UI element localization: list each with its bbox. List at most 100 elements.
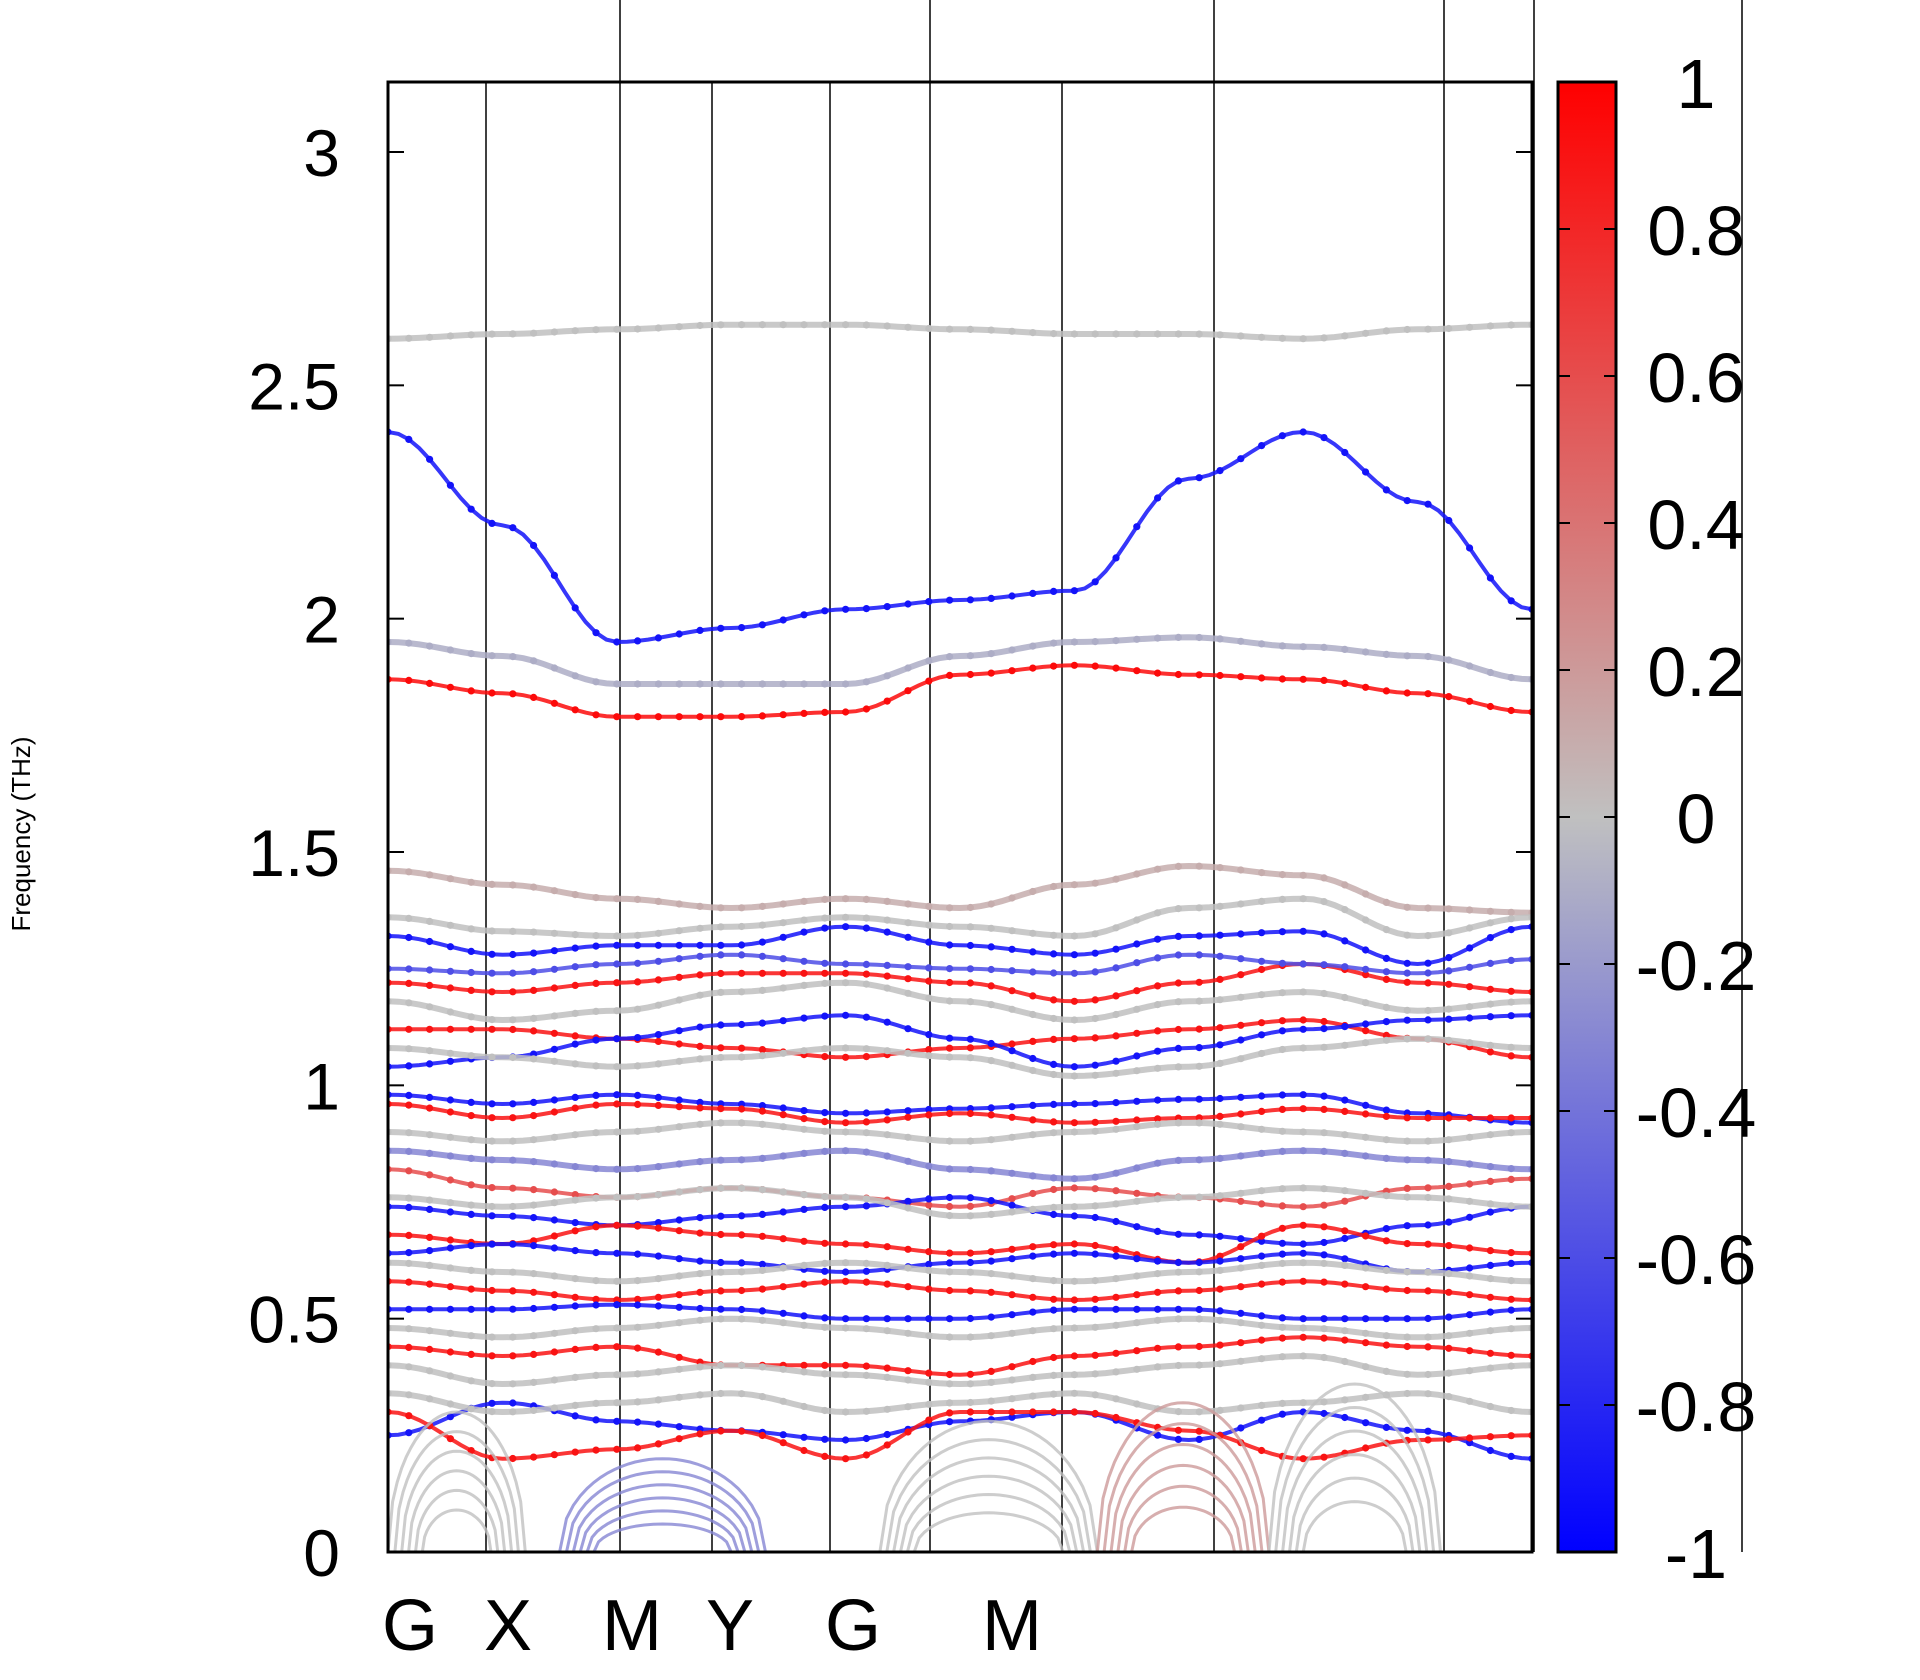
band-point [446, 1283, 454, 1291]
band-point [1237, 1339, 1245, 1347]
band-point [571, 1040, 579, 1048]
band-point [1195, 1044, 1203, 1052]
band-point [1403, 1268, 1411, 1276]
band-point [405, 979, 413, 988]
band-point [1008, 667, 1016, 675]
band-point [1507, 1012, 1515, 1020]
band-point [1174, 1156, 1182, 1164]
band-point [1112, 1125, 1120, 1133]
band-point [1112, 1217, 1120, 1226]
band-point [509, 1053, 517, 1062]
band-point [1320, 1315, 1328, 1323]
band-point [1070, 1296, 1078, 1304]
band-point [1154, 909, 1162, 917]
colorbar-tick-label: 1 [1677, 45, 1716, 123]
band-point [717, 988, 725, 997]
band-point [592, 678, 600, 686]
band-point [1174, 932, 1182, 941]
band-point [1216, 1041, 1224, 1049]
band-point [1050, 1118, 1058, 1126]
band-point [1174, 1119, 1182, 1127]
band-point [634, 1277, 642, 1285]
band-point [1133, 1291, 1141, 1299]
band-point [842, 960, 850, 968]
band-point [654, 1060, 663, 1068]
band-point [1237, 1021, 1245, 1029]
band-point [1237, 1283, 1245, 1291]
band-point [1091, 1241, 1099, 1250]
band-point [779, 1017, 787, 1025]
band-point [1008, 592, 1016, 600]
band-point [405, 676, 413, 685]
band-point [675, 1040, 683, 1048]
band-point [530, 541, 538, 550]
band-point [821, 1314, 829, 1322]
band-point [467, 1405, 475, 1413]
band-point [883, 897, 891, 906]
band-point [654, 680, 663, 688]
band-point [1362, 1133, 1370, 1141]
band-point [966, 903, 975, 912]
band-point [1299, 1105, 1307, 1113]
band-point [1237, 930, 1245, 938]
band-point [779, 1123, 787, 1131]
band-point [509, 1137, 517, 1145]
band-point [488, 1286, 496, 1295]
acoustic-band [1274, 1405, 1436, 1552]
band-point [862, 1195, 871, 1203]
x-path-label: M [602, 1586, 662, 1666]
band-point [821, 924, 829, 932]
band-point [550, 1348, 559, 1356]
band-point [1278, 1105, 1286, 1113]
band-point [758, 1232, 767, 1240]
band-point [613, 1371, 621, 1379]
band-point [530, 1214, 538, 1222]
band-point [488, 1408, 496, 1416]
band-point [946, 1212, 954, 1220]
band-point [738, 1212, 746, 1220]
band-point [987, 1270, 995, 1278]
band-point [987, 1288, 995, 1296]
band-point [1382, 1225, 1390, 1233]
band-point [550, 1029, 559, 1037]
band-point [1362, 648, 1370, 656]
band-point [779, 1283, 787, 1291]
band-point [1091, 578, 1099, 586]
band-point [446, 1025, 454, 1033]
band-point [405, 1391, 413, 1399]
band-point [1008, 987, 1016, 995]
band-point [613, 1399, 621, 1407]
band-point [1112, 1117, 1120, 1125]
band-point [530, 986, 538, 995]
band-point [550, 984, 559, 992]
band-point [1008, 1040, 1016, 1048]
band-point [1237, 673, 1245, 681]
band-point [842, 1044, 850, 1052]
band-point [987, 1248, 995, 1256]
x-path-label: G [825, 1586, 881, 1666]
band-point [946, 671, 954, 680]
band-point [925, 598, 933, 606]
band-point [634, 1418, 642, 1426]
band-point [758, 712, 767, 720]
band-point [634, 959, 642, 967]
band-point [883, 697, 891, 705]
band-point [1154, 494, 1162, 502]
band-point [717, 923, 725, 931]
band-point [467, 986, 475, 995]
band-point [946, 1259, 954, 1267]
band-point [1070, 1203, 1078, 1211]
band-point [1216, 1316, 1224, 1324]
band-point [1133, 1067, 1141, 1075]
band-point [1029, 329, 1037, 337]
band-point [966, 1054, 975, 1062]
band-point [821, 1239, 829, 1247]
band-point [1362, 1152, 1370, 1160]
band-point [1133, 1005, 1141, 1013]
band-point [842, 1128, 850, 1136]
band-point [1258, 1261, 1266, 1269]
band-point [1154, 1305, 1162, 1313]
band-point [1091, 1277, 1099, 1285]
band-point [987, 900, 995, 908]
band-point [738, 1020, 746, 1029]
